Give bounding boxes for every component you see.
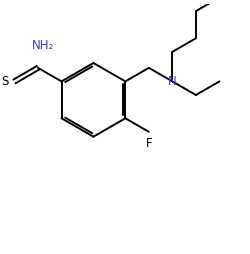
Text: N: N xyxy=(168,75,177,88)
Text: NH₂: NH₂ xyxy=(32,39,54,52)
Text: F: F xyxy=(146,137,152,150)
Text: S: S xyxy=(1,75,9,88)
